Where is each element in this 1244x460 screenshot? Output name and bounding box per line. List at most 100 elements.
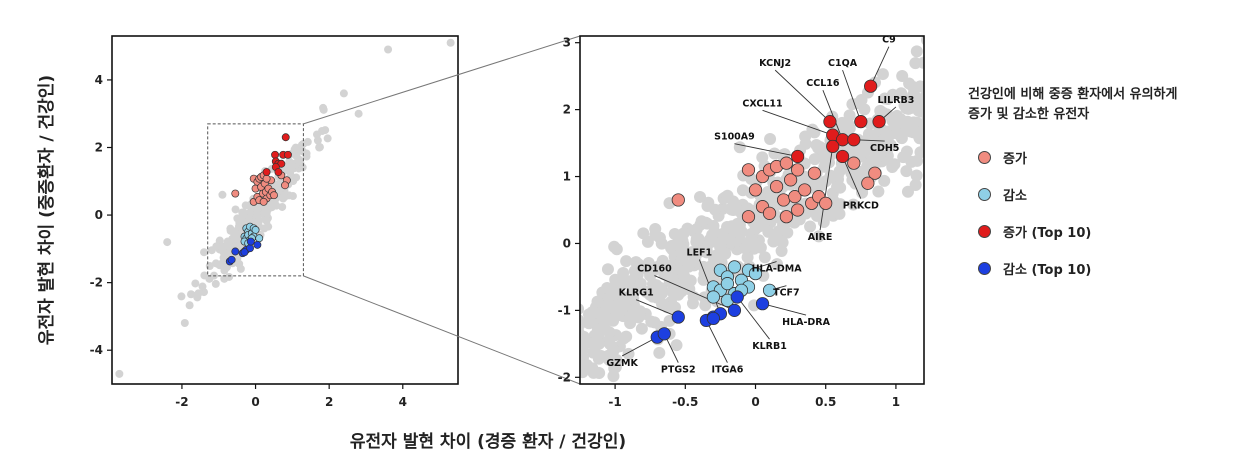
background-point: [939, 90, 951, 102]
data-point: [755, 297, 770, 311]
background-point: [211, 259, 220, 268]
data-point: [741, 163, 756, 177]
data-point: [255, 234, 264, 243]
background-point: [699, 299, 712, 312]
data-point: [779, 156, 794, 170]
data-point: [847, 133, 861, 147]
background-point: [191, 279, 200, 288]
leader-line: [734, 143, 798, 157]
gene-label: S100A9: [714, 132, 755, 143]
background-point: [562, 323, 574, 335]
background-point: [935, 143, 947, 155]
data-point: [671, 193, 685, 207]
data-point: [259, 197, 268, 206]
legend-swatch: [978, 262, 991, 275]
background-point: [896, 70, 909, 83]
background-point: [238, 211, 247, 220]
background-point: [909, 57, 922, 70]
data-point: [706, 311, 720, 326]
background-point: [938, 31, 950, 43]
legend-label: 증가: [1003, 152, 1027, 167]
data-point: [835, 149, 850, 164]
background-point: [295, 157, 304, 166]
legend-item: 감소: [968, 176, 1238, 213]
background-point: [568, 352, 580, 364]
background-point: [280, 193, 289, 202]
right-plot-frame: [579, 35, 925, 385]
data-point: [807, 166, 822, 180]
data-point: [281, 133, 290, 142]
background-point: [876, 68, 889, 81]
background-point: [942, 67, 954, 79]
data-point: [671, 310, 685, 324]
background-point: [163, 238, 172, 247]
leader-line: [705, 320, 728, 363]
background-point: [185, 301, 194, 310]
background-point: [613, 306, 626, 319]
background-point: [701, 199, 714, 212]
background-point: [928, 95, 940, 107]
background-point: [925, 133, 937, 145]
background-point: [323, 134, 332, 143]
background-point: [580, 343, 589, 356]
background-point: [883, 129, 896, 142]
left-plot-frame: [111, 35, 459, 385]
background-point: [915, 105, 924, 118]
data-point: [784, 173, 798, 187]
leader-line: [621, 336, 658, 357]
x-tick-label: 0: [251, 395, 259, 409]
background-point: [571, 397, 583, 409]
background-point: [932, 60, 944, 72]
data-point: [262, 168, 271, 176]
background-point: [384, 45, 393, 54]
gene-labels: C9 KCNJ2 C1QA CCL16 LILRB3 CXCL11 CDH5 S100A9 PR…: [606, 35, 914, 376]
background-point: [632, 258, 645, 271]
background-point: [635, 322, 648, 335]
data-point: [270, 191, 278, 200]
background-point: [886, 158, 899, 171]
background-point: [878, 92, 891, 105]
background-point: [665, 268, 678, 281]
background-point: [446, 38, 455, 47]
background-point: [194, 289, 203, 298]
background-point: [303, 137, 312, 146]
background-point: [719, 247, 732, 260]
background-point: [567, 335, 579, 347]
background-point: [721, 189, 734, 202]
data-point: [741, 210, 756, 224]
background-point: [731, 204, 744, 217]
background-point: [649, 228, 662, 241]
data-point: [720, 277, 735, 291]
background-point: [603, 326, 616, 339]
leader-line: [842, 156, 862, 199]
gene-label: KLRG1: [619, 288, 654, 299]
y-tick-label: 2: [95, 140, 103, 154]
data-point: [854, 115, 868, 129]
left-scatter-plot: -2 0 2 4 4 2 0 -2 -4 유전자 발현 차이 (중증환자 / 건강인): [37, 35, 459, 409]
legend-item: 감소 (Top 10): [968, 250, 1238, 287]
data-point: [283, 150, 292, 159]
data-point: [791, 203, 805, 217]
background-point: [678, 270, 691, 283]
background-point: [566, 350, 578, 362]
data-point: [762, 283, 777, 297]
legend-label: 감소: [1003, 189, 1027, 204]
background-point: [617, 266, 630, 279]
x-tick-label: 1: [892, 395, 900, 409]
background-point: [895, 87, 908, 100]
background-point: [918, 120, 924, 133]
background-point: [696, 245, 709, 258]
gene-label: C1QA: [828, 58, 858, 69]
y-tick-label: -1: [558, 303, 571, 317]
background-point: [620, 255, 633, 268]
background-point: [931, 102, 943, 114]
background-point: [931, 54, 943, 66]
data-point: [281, 181, 289, 190]
background-point: [200, 248, 209, 257]
data-point: [791, 149, 805, 164]
background-point: [842, 117, 855, 130]
background-point: [834, 181, 847, 194]
background-point: [569, 386, 581, 398]
background-point: [942, 125, 954, 137]
background-point: [653, 346, 666, 359]
